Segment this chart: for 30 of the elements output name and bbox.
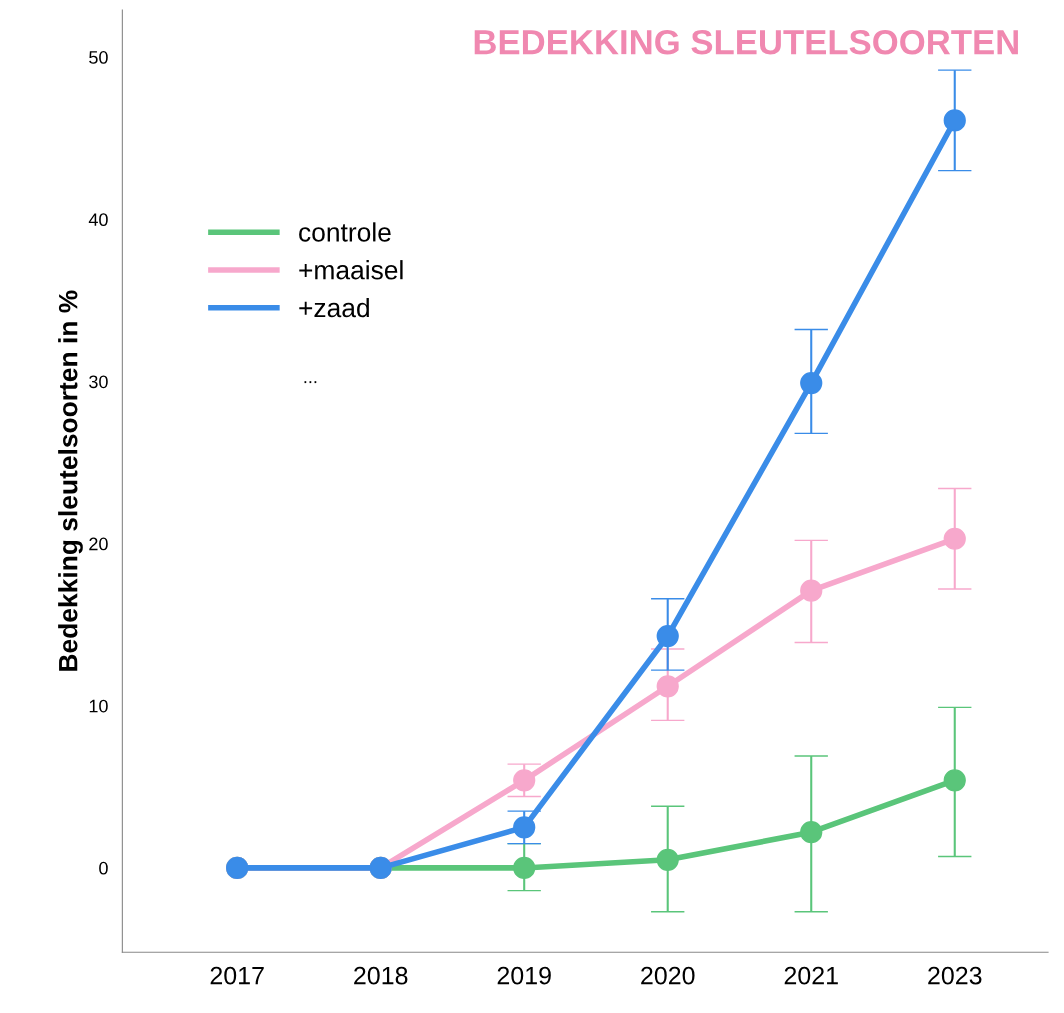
x-tick-label: 2020 bbox=[641, 966, 695, 985]
y-tick-label: 20 bbox=[89, 537, 108, 551]
x-tick-label: 2018 bbox=[354, 966, 408, 985]
point bbox=[943, 769, 966, 792]
y-tick-label: 30 bbox=[89, 375, 108, 389]
y-tick-label: 10 bbox=[89, 699, 108, 713]
legend-label: controle bbox=[299, 222, 391, 242]
point bbox=[943, 109, 966, 132]
point bbox=[513, 856, 536, 880]
annotation: ... bbox=[304, 381, 317, 384]
x-tick-label: 2019 bbox=[497, 966, 551, 985]
chart-title: BEDEKKING SLEUTELSOORTEN bbox=[474, 29, 1018, 55]
x-tick-label: 2017 bbox=[210, 966, 264, 985]
y-tick-label: 50 bbox=[89, 51, 108, 64]
point bbox=[800, 371, 823, 395]
point bbox=[513, 816, 536, 839]
legend-label: +maaisel bbox=[299, 260, 403, 280]
y-tick-label: 40 bbox=[88, 213, 108, 227]
y-axis-title: Bedekking sleutelsoorten in % bbox=[58, 290, 83, 671]
point bbox=[513, 769, 536, 792]
point bbox=[943, 527, 966, 550]
point bbox=[800, 579, 823, 602]
point bbox=[800, 821, 823, 844]
point bbox=[656, 848, 679, 871]
x-tick-label: 2021 bbox=[784, 966, 838, 985]
x-tick-label: 2023 bbox=[928, 966, 982, 985]
point bbox=[656, 675, 679, 698]
point bbox=[656, 624, 679, 648]
y-tick-label: 0 bbox=[99, 861, 108, 875]
legend-label: +zaad bbox=[299, 297, 369, 318]
